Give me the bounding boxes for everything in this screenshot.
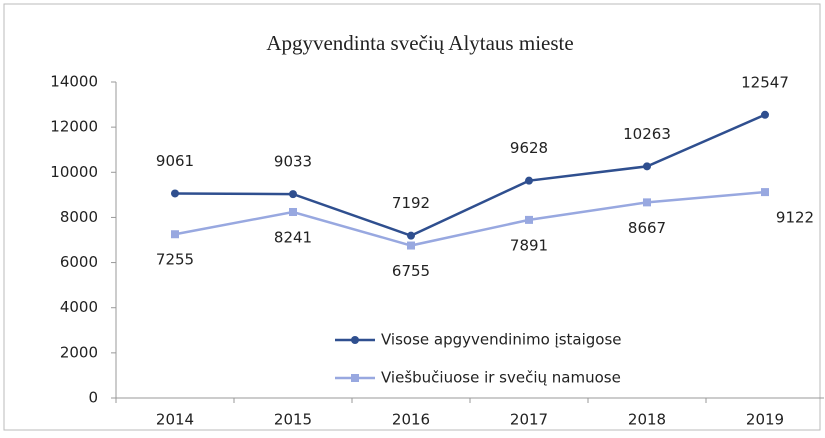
data-label: 9122: [776, 209, 814, 227]
point: [171, 189, 179, 198]
y-tick-label: 12000: [50, 118, 98, 136]
point: [643, 162, 651, 171]
x-tick-label: 2017: [510, 411, 548, 429]
chart-frame: [3, 3, 821, 431]
y-tick-label: 14000: [50, 73, 98, 91]
data-label: 7255: [156, 251, 194, 269]
series-line: [174, 190, 766, 247]
legend-marker: [351, 336, 359, 344]
data-label: 8241: [274, 228, 312, 246]
x-tick-label: 2019: [746, 411, 784, 429]
data-label: 7192: [392, 194, 430, 212]
data-label: 9628: [510, 139, 548, 157]
y-tick-label: 10000: [50, 163, 98, 181]
data-label: 12547: [741, 73, 789, 91]
data-label: 9061: [156, 152, 194, 170]
point: [643, 198, 651, 207]
x-tick-label: 2018: [628, 411, 666, 429]
point: [761, 188, 769, 197]
y-tick-label: 6000: [60, 253, 98, 271]
x-tick-label: 2016: [392, 411, 430, 429]
point: [289, 190, 297, 199]
point: [407, 231, 415, 240]
data-label: 6755: [392, 262, 430, 280]
point: [525, 176, 533, 185]
data-label: 10263: [623, 125, 671, 143]
point: [761, 110, 769, 119]
y-tick-label: 0: [88, 389, 98, 407]
data-label: 8667: [628, 219, 666, 237]
legend-marker: [351, 374, 359, 382]
y-tick-label: 2000: [60, 343, 98, 361]
point: [289, 207, 297, 216]
y-tick-label: 8000: [60, 208, 98, 226]
x-tick-label: 2014: [156, 411, 194, 429]
legend-label: Visose apgyvendinimo įstaigose: [381, 331, 622, 349]
point: [407, 241, 415, 250]
legend-label: Viešbučiuose ir svečių namuose: [381, 369, 621, 387]
series-line: [174, 113, 766, 238]
point: [171, 230, 179, 239]
chart-title: Apgyvendinta svečių Alytaus mieste: [266, 31, 573, 55]
data-label: 7891: [510, 236, 548, 254]
y-tick-label: 4000: [60, 298, 98, 316]
data-label: 9033: [274, 153, 312, 171]
x-tick-label: 2015: [274, 411, 312, 429]
point: [525, 215, 533, 224]
